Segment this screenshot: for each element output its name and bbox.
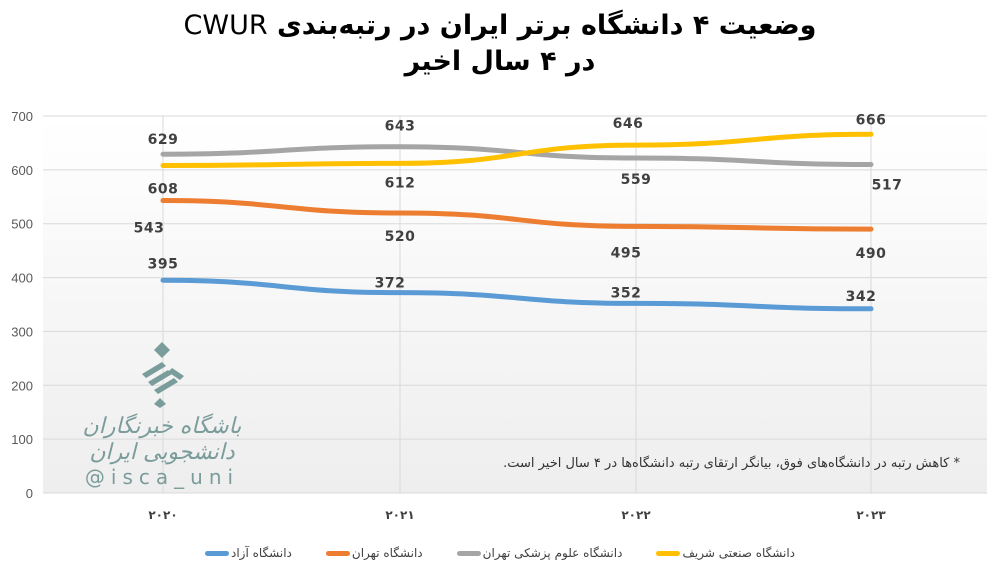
legend-item-azad[interactable]: دانشگاه آزاد <box>204 546 292 560</box>
data-label: 490 <box>856 246 887 262</box>
data-label: 520 <box>385 229 416 245</box>
legend-swatch-icon <box>325 550 350 556</box>
y-tick-label: 400 <box>11 271 33 286</box>
y-tick-label: 200 <box>11 378 33 393</box>
gridlines <box>43 115 987 494</box>
title-line-1: وضعیت ۴ دانشگاه برتر ایران در رتبه‌بندی … <box>0 8 1000 44</box>
data-label: 559 <box>621 172 652 188</box>
data-label: 666 <box>856 112 887 128</box>
data-label: 612 <box>385 175 416 191</box>
x-tick-label: ۲۰۲۳ <box>856 508 886 522</box>
legend-item-tehran[interactable]: دانشگاه تهران <box>325 546 423 560</box>
y-axis: 0 100 200 300 400 500 600 700 <box>11 109 33 501</box>
title-text-fa: وضعیت ۴ دانشگاه برتر ایران در رتبه‌بندی <box>277 10 817 41</box>
data-label: 646 <box>613 116 644 132</box>
y-tick-label: 300 <box>11 324 33 339</box>
legend-label: دانشگاه تهران <box>351 546 423 560</box>
title-text-en: CWUR <box>183 10 268 41</box>
series-line <box>160 198 874 232</box>
watermark-handle: @isca_uni <box>84 465 240 489</box>
data-label: 342 <box>846 289 877 305</box>
isca-logo-icon <box>142 342 184 408</box>
series-line <box>160 131 874 169</box>
x-tick-label: ۲۰۲۲ <box>621 508 651 522</box>
series-line <box>160 277 874 312</box>
watermark: باشگاه خبرنگاران دانشجویی ایران @isca_un… <box>82 340 242 488</box>
data-label: 395 <box>148 256 179 272</box>
watermark-brand: باشگاه خبرنگاران دانشجویی ایران <box>82 414 242 465</box>
legend-swatch-icon <box>204 550 229 556</box>
legend-swatch-icon <box>456 550 481 556</box>
series-lines <box>160 131 874 312</box>
x-tick-label: ۲۰۲۰ <box>148 508 177 522</box>
plot-area <box>43 116 987 493</box>
legend-swatch-icon <box>656 550 681 556</box>
data-label: 372 <box>375 276 406 292</box>
chart-footnote: * کاهش رتبه در دانشگاه‌های فوق، بیانگر ا… <box>503 456 960 471</box>
data-label: 643 <box>385 119 416 135</box>
x-axis: ۲۰۲۰ ۲۰۲۱ ۲۰۲۲ ۲۰۲۳ <box>148 508 886 522</box>
legend-label: دانشگاه آزاد <box>230 546 292 560</box>
data-label: 517 <box>872 177 903 193</box>
y-tick-label: 100 <box>11 432 33 447</box>
legend-item-tums[interactable]: دانشگاه علوم پزشکی تهران <box>456 546 623 560</box>
legend-label: دانشگاه صنعتی شریف <box>682 546 796 560</box>
chart-title: وضعیت ۴ دانشگاه برتر ایران در رتبه‌بندی … <box>0 8 1000 80</box>
data-label: 352 <box>611 285 642 301</box>
data-label: 495 <box>611 245 642 261</box>
data-label: 608 <box>148 182 179 198</box>
x-tick-label: ۲۰۲۱ <box>385 508 414 522</box>
y-tick-label: 700 <box>11 109 33 124</box>
y-tick-label: 500 <box>11 217 33 232</box>
legend-label: دانشگاه علوم پزشکی تهران <box>482 546 623 560</box>
y-tick-label: 0 <box>26 486 33 501</box>
legend-item-sharif[interactable]: دانشگاه صنعتی شریف <box>656 546 795 560</box>
y-tick-label: 600 <box>11 163 33 178</box>
title-line-2: در ۴ سال اخیر <box>404 46 596 77</box>
data-label: 543 <box>134 221 165 237</box>
data-label: 629 <box>148 132 179 148</box>
data-labels: 395 372 352 342 543 520 495 490 629 643 559 517 608 6… <box>134 112 903 305</box>
chart-legend: دانشگاه صنعتی شریف دانشگاه علوم پزشکی ته… <box>0 546 1000 560</box>
